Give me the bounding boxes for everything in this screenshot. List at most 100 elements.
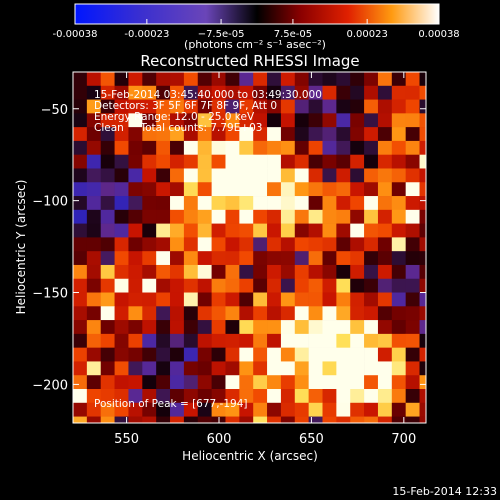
heatmap-cell	[391, 333, 406, 348]
heatmap-cell	[364, 99, 379, 114]
heatmap-cell	[170, 196, 185, 211]
heatmap-cell	[405, 85, 420, 100]
heatmap-cell	[391, 209, 406, 224]
heatmap-cell	[294, 209, 309, 224]
heatmap-cell	[350, 182, 365, 197]
heatmap-cell	[350, 292, 365, 307]
heatmap-cell	[86, 237, 102, 252]
heatmap-cell	[197, 223, 212, 238]
heatmap-cell	[197, 196, 212, 211]
heatmap-cell	[86, 361, 102, 376]
heatmap-cell	[377, 278, 393, 293]
axis-ticks: 550 600 650 700 −50 −100 −150 −200	[32, 72, 426, 447]
heatmap-cell	[114, 292, 129, 307]
heatmap-cell	[336, 113, 351, 128]
heatmap-cell	[377, 72, 393, 87]
heatmap-cell	[391, 99, 406, 114]
heatmap-cell	[405, 168, 420, 183]
heatmap-cell	[142, 320, 157, 335]
heatmap-cell	[73, 264, 88, 280]
heatmap-cell	[239, 251, 254, 266]
heatmap-cell	[197, 347, 212, 362]
heatmap-cell	[267, 182, 282, 197]
heatmap-cell	[197, 113, 212, 128]
heatmap-cell	[280, 209, 296, 224]
heatmap-cell	[294, 72, 309, 87]
heatmap-cell	[142, 264, 157, 280]
heatmap-cell	[239, 264, 254, 280]
heatmap-cell	[86, 402, 102, 417]
heatmap-cell	[253, 416, 268, 423]
heatmap-cell	[419, 209, 426, 224]
heatmap-cell	[322, 402, 337, 417]
heatmap-cell	[322, 85, 337, 100]
y-axis-label: Heliocentric Y (arcsec)	[14, 180, 28, 315]
heatmap-cell	[350, 402, 365, 417]
heatmap-cell	[391, 72, 406, 87]
heatmap-cell	[86, 416, 102, 423]
heatmap-cell	[419, 402, 426, 417]
heatmap-cell	[128, 237, 143, 252]
heatmap-cell	[239, 237, 254, 252]
x-tick-label: 650	[299, 432, 324, 447]
heatmap-cell	[391, 182, 406, 197]
heatmap-cell	[308, 361, 323, 376]
heatmap-cell	[225, 402, 240, 417]
heatmap-cell	[73, 196, 88, 211]
heatmap-cell	[239, 113, 254, 128]
heatmap-cell	[156, 237, 171, 252]
heatmap-cell	[294, 416, 309, 423]
heatmap-cell	[364, 402, 379, 417]
heatmap-cell	[197, 306, 212, 321]
heatmap-cell	[128, 278, 143, 293]
heatmap-cell	[197, 127, 212, 142]
heatmap-cell	[322, 99, 337, 114]
heatmap-cell	[405, 209, 420, 224]
heatmap-cell	[156, 264, 171, 280]
heatmap-cell	[391, 416, 406, 423]
heatmap-cell	[364, 306, 379, 321]
heatmap-cell	[267, 85, 282, 100]
heatmap-cell	[350, 209, 365, 224]
heatmap-cell	[350, 72, 365, 87]
heatmap-cell	[114, 140, 129, 156]
heatmap-cell	[183, 333, 199, 348]
footer-timestamp: 15-Feb-2014 12:33	[392, 485, 497, 498]
heatmap-cell	[114, 306, 129, 321]
heatmap-cell	[253, 361, 268, 376]
heatmap-cell	[86, 306, 102, 321]
heatmap-cell	[170, 347, 185, 362]
heatmap-cell	[267, 209, 282, 224]
heatmap-cell	[211, 223, 226, 238]
heatmap-cell	[336, 85, 351, 100]
heatmap-cell	[183, 292, 199, 307]
heatmap-cell	[211, 347, 226, 362]
heatmap-cell	[391, 85, 406, 100]
heatmap-cell	[156, 278, 171, 293]
heatmap-cell	[350, 416, 365, 423]
heatmap-cell	[142, 416, 157, 423]
heatmap-cell	[211, 113, 226, 128]
heatmap-cell	[364, 251, 379, 266]
heatmap-cell	[73, 113, 88, 128]
heatmap-cell	[183, 389, 199, 404]
heatmap-cell	[183, 99, 199, 114]
heatmap-cell	[308, 196, 323, 211]
plot-frame	[72, 71, 427, 424]
heatmap-cell	[128, 389, 143, 404]
heatmap-cell	[405, 223, 420, 238]
heatmap-cell	[253, 209, 268, 224]
heatmap-cell	[211, 237, 226, 252]
heatmap-cell	[170, 251, 185, 266]
heatmap-cell	[267, 113, 282, 128]
colorbar	[74, 3, 440, 25]
heatmap-cell	[156, 320, 171, 335]
heatmap-cell	[73, 306, 88, 321]
heatmap-cell	[183, 320, 199, 335]
heatmap-cell	[336, 182, 351, 197]
heatmap-cell	[128, 264, 143, 280]
heatmap-cell	[183, 85, 199, 100]
colorbar-tick-label: −7.5e-05	[198, 29, 245, 40]
heatmap-cell	[156, 113, 171, 128]
heatmap-cell	[170, 182, 185, 197]
